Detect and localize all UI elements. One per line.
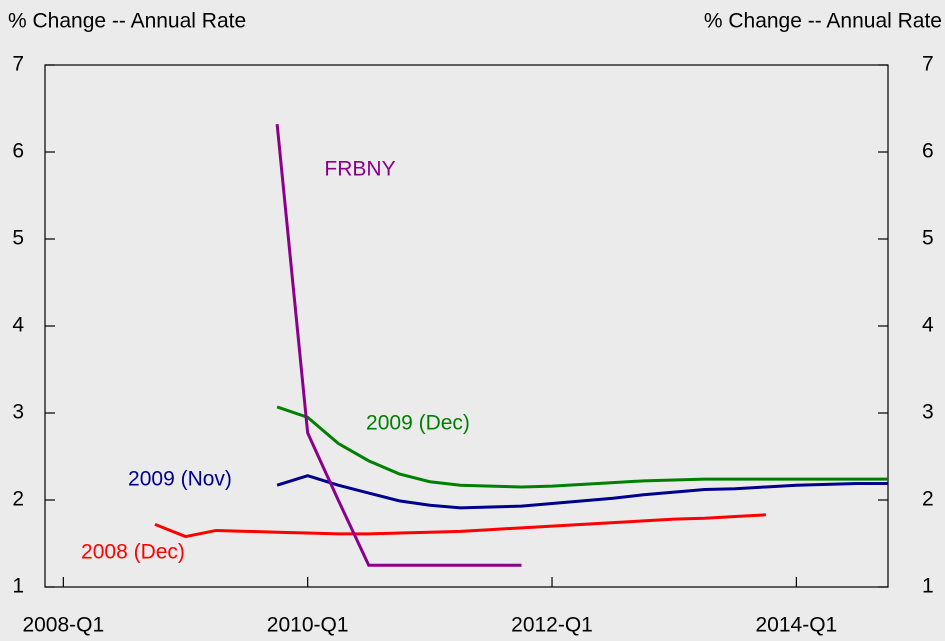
y2-tick-label: 7 — [922, 53, 934, 76]
series-line — [154, 513, 766, 539]
y2-tick-label: 1 — [922, 575, 934, 598]
y2-tick-label: 3 — [922, 401, 934, 424]
y-tick-label: 1 — [12, 575, 24, 598]
y2-tick-label: 4 — [922, 314, 934, 337]
series-label: 2009 (Dec) — [366, 412, 470, 435]
y-tick-label: 3 — [12, 401, 24, 424]
series-line — [275, 124, 522, 567]
y2-tick-label: 6 — [922, 140, 934, 163]
series-label: FRBNY — [324, 158, 395, 181]
series-line — [276, 474, 888, 510]
series-line — [276, 405, 888, 489]
x-tick-label: 2014-Q1 — [756, 614, 838, 637]
series-label: 2009 (Nov) — [128, 468, 232, 491]
y-axis-label: % Change -- Annual Rate — [8, 10, 246, 33]
series-label: 2008 (Dec) — [81, 541, 185, 564]
x-tick-label: 2012-Q1 — [511, 614, 593, 637]
y2-tick-label: 5 — [922, 227, 934, 250]
x-tick-label: 2010-Q1 — [267, 614, 349, 637]
y-tick-label: 2 — [12, 488, 24, 511]
y-tick-label: 5 — [12, 227, 24, 250]
x-tick-label: 2008-Q1 — [22, 614, 104, 637]
y2-tick-label: 2 — [922, 488, 934, 511]
y-tick-label: 7 — [12, 53, 24, 76]
y2-axis-label: % Change -- Annual Rate — [704, 10, 942, 33]
y-tick-label: 6 — [12, 140, 24, 163]
y-tick-label: 4 — [12, 314, 24, 337]
